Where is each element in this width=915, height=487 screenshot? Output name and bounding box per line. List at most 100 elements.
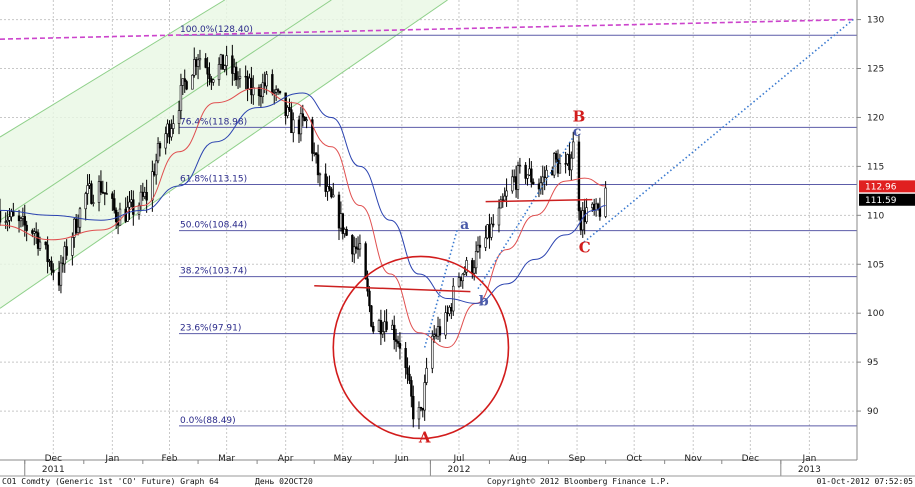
wave-label: c [573, 124, 582, 140]
price-bar-body [181, 78, 185, 86]
price-bar-body [410, 380, 413, 397]
price-bar-body [577, 141, 581, 212]
price-bar-body [345, 229, 348, 236]
price-bar-body [261, 82, 265, 97]
price-bar-body [225, 55, 228, 66]
price-bar-body [532, 181, 535, 185]
price-bar-body [86, 185, 89, 194]
trend-line [423, 229, 458, 348]
footer-ticker: CO1 Comdty (Generic 1st 'CO' Future) Gra… [2, 477, 219, 486]
price-bar-body [383, 321, 386, 332]
price-bar-body [204, 58, 207, 68]
footer-period: День 02OCT20 [255, 477, 313, 486]
price-bar-body [471, 260, 474, 274]
price-bar-body [463, 271, 466, 275]
price-bar-body [368, 290, 371, 307]
price-bar-body [406, 367, 409, 375]
price-bar-body [59, 262, 63, 286]
price-bar-body [111, 193, 114, 199]
price-bar-body [490, 223, 493, 238]
price-bar-body [172, 123, 175, 129]
price-bar-body [38, 241, 42, 249]
price-bar-body [185, 81, 188, 90]
trend-line [477, 136, 574, 290]
price-bar-body [257, 87, 261, 96]
price-bar-body [332, 194, 335, 198]
price-bar-body [324, 173, 327, 192]
x-tick-label: Jan [104, 454, 119, 464]
price-bar-body [552, 153, 556, 176]
price-bar-body [128, 201, 131, 208]
price-bar-body [313, 152, 316, 154]
trend-line [580, 18, 854, 246]
price-bar-body [404, 348, 407, 369]
price-bar-body [151, 171, 154, 201]
price-bar-body [50, 260, 53, 271]
price-bar-body [36, 232, 40, 249]
price-bar-body [210, 78, 213, 83]
fib-label: 100.0%(128.40) [180, 25, 253, 35]
price-bar-body [370, 305, 373, 327]
price-bar-body [10, 211, 13, 218]
price-bar-body [446, 312, 449, 314]
price-bar-body [183, 78, 186, 82]
price-bar-body [61, 262, 65, 265]
price-bar-body [99, 181, 103, 193]
price-bar-body [528, 168, 531, 176]
price-tag-box [859, 180, 915, 193]
price-bar-body [512, 176, 516, 178]
price-bar-body [141, 191, 145, 197]
grid [0, 0, 857, 460]
wave-labels: A B Ca b c [418, 107, 591, 446]
price-bar-body [545, 169, 548, 178]
price-bar-body [497, 207, 501, 226]
price-bar-body [524, 164, 527, 179]
price-bar-body [290, 109, 293, 134]
price-bar-body [118, 208, 122, 226]
circle-annotation [332, 255, 510, 440]
price-bar-body [305, 119, 308, 122]
price-bar-body [212, 79, 215, 83]
price-bar-body [231, 55, 234, 74]
price-bar-body [236, 78, 240, 81]
fib-label: 38.2%(103.74) [180, 267, 247, 277]
price-bar-body [217, 64, 221, 81]
price-bar-body [154, 160, 158, 176]
price-tags: 112.96 111.59 [859, 180, 915, 206]
price-bar-body [292, 119, 295, 134]
price-bar-body [103, 192, 106, 194]
price-bar-body [250, 77, 253, 96]
price-bar-body [52, 269, 55, 273]
price-bar-body [354, 246, 358, 249]
price-bar-body [234, 66, 238, 81]
x-year-label: 2011 [42, 465, 65, 475]
price-bar-body [377, 320, 381, 332]
price-bar-body [244, 75, 247, 78]
fib-label: 61.8%(113.15) [180, 174, 247, 184]
price-bar-body [57, 272, 61, 286]
price-bar-body [130, 199, 133, 203]
trend-line [0, 18, 854, 40]
price-bar-body [419, 407, 423, 409]
price-bar-body [248, 77, 251, 90]
price-bar-body [314, 152, 318, 156]
price-bar-body [265, 74, 268, 87]
x-tick-label: Dec [45, 454, 62, 464]
price-bar-body [233, 66, 236, 74]
price-bar-body [288, 107, 291, 111]
price-bar-body [511, 176, 514, 192]
price-bar-body [126, 206, 129, 222]
price-bar-body [301, 113, 305, 118]
price-bar-body [433, 334, 436, 337]
price-bar-body [484, 237, 487, 248]
price-bar-body [33, 231, 36, 234]
price-bar-body [421, 407, 424, 411]
price-bar-body [153, 171, 156, 176]
price-bar-body [337, 194, 341, 229]
annotation-circle [332, 255, 510, 440]
price-bar-body [198, 58, 202, 61]
price-bar-body [19, 218, 23, 222]
price-bar-body [539, 182, 543, 190]
price-bar-body [358, 243, 362, 250]
price-bar-body [556, 158, 560, 174]
